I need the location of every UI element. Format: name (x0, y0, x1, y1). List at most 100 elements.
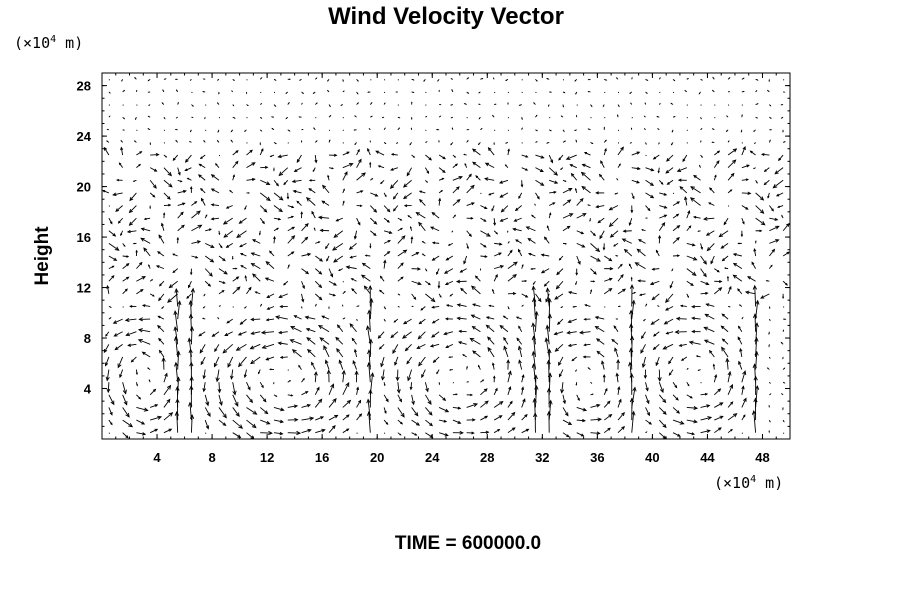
wind-vector (397, 276, 404, 282)
wind-vector (540, 268, 550, 274)
wind-vector (198, 163, 206, 169)
wind-vector (243, 369, 247, 379)
wind-vector (198, 331, 206, 337)
wind-vector (651, 267, 660, 271)
wind-vector (163, 428, 173, 434)
wind-vector (202, 90, 206, 93)
wind-vector (590, 431, 601, 436)
wind-vector (535, 129, 539, 132)
wind-vector (200, 197, 206, 206)
wind-vector (471, 326, 481, 333)
wind-vector (285, 91, 289, 95)
wind-vector (136, 151, 143, 156)
wind-vector (652, 331, 660, 337)
wind-vector (279, 355, 288, 359)
wind-vector (301, 416, 315, 421)
wind-vector-dot (329, 129, 331, 131)
wind-vector (727, 413, 738, 421)
wind-vector (713, 160, 720, 168)
wind-vector (319, 337, 330, 345)
wind-vector (711, 141, 715, 143)
wind-vector (659, 192, 668, 196)
wind-vector (576, 394, 580, 402)
wind-vector (418, 221, 426, 232)
wind-vector (449, 293, 454, 297)
wind-vector (175, 116, 178, 119)
wind-vector-dot (287, 142, 289, 144)
wind-vector (383, 230, 393, 234)
wind-vector (755, 240, 757, 244)
wind-vector (608, 217, 619, 228)
wind-vector (493, 252, 502, 257)
wind-vector (394, 356, 399, 366)
wind-vector (755, 229, 763, 233)
wind-vector-dot (576, 104, 578, 106)
wind-vector (122, 419, 134, 428)
wind-vector (177, 211, 184, 219)
wind-vector (576, 213, 587, 219)
wind-vector (279, 305, 288, 309)
wind-vector (306, 337, 316, 345)
wind-vector (553, 331, 564, 336)
wind-vector (127, 343, 137, 347)
wind-vector-dot (714, 104, 716, 106)
wind-vector (250, 252, 261, 257)
wind-vector (700, 255, 707, 265)
wind-vector (354, 115, 357, 118)
wind-vector (657, 369, 662, 382)
wind-vector (425, 280, 431, 286)
wind-vector (128, 217, 137, 226)
wind-vector (769, 225, 780, 232)
wind-vector (582, 355, 591, 359)
wind-vector (287, 215, 295, 219)
wind-vector (691, 304, 701, 309)
wind-vector (390, 167, 398, 171)
wind-vector (760, 152, 770, 157)
wind-vector (396, 382, 401, 394)
wind-vector (599, 230, 605, 240)
wind-vector (678, 343, 687, 347)
wind-vector (291, 179, 302, 184)
wind-vector (332, 243, 344, 251)
wind-vector (204, 214, 208, 219)
wind-vector (190, 287, 195, 307)
wind-vector (737, 336, 743, 345)
wind-vector (172, 253, 178, 257)
wind-vector (480, 205, 488, 209)
wind-vector (613, 325, 619, 332)
wind-vector (443, 268, 454, 274)
wind-vector (321, 315, 330, 320)
wind-vector (576, 230, 585, 235)
wind-vector (493, 230, 499, 235)
wind-vector (643, 128, 646, 131)
wind-vector (296, 154, 302, 163)
wind-vector (273, 78, 277, 81)
wind-vector (531, 322, 536, 345)
wind-vector (463, 255, 468, 265)
wind-vector-dot (108, 205, 110, 207)
wind-vector (293, 167, 302, 172)
wind-vector (370, 230, 377, 237)
wind-vector (698, 91, 701, 95)
wind-vector (174, 288, 179, 307)
wind-vector-dot (604, 306, 606, 308)
wind-vector (287, 430, 302, 436)
y-unit-prefix: (×10 (14, 34, 50, 52)
wind-vector (122, 89, 126, 93)
wind-vector (665, 331, 674, 335)
wind-vector (149, 293, 155, 297)
wind-vector (273, 205, 283, 213)
wind-vector (677, 178, 687, 182)
wind-vector (629, 284, 635, 307)
wind-vector (498, 179, 509, 184)
wind-vector (705, 230, 715, 236)
wind-vector (406, 356, 412, 365)
x-tick-label: 44 (700, 450, 715, 465)
wind-vector (458, 329, 467, 333)
wind-vector (202, 369, 206, 380)
wind-vector (136, 276, 146, 282)
wind-vector (235, 343, 247, 351)
wind-vector (584, 304, 591, 307)
wind-vector (768, 79, 770, 83)
wind-vector (149, 142, 152, 146)
